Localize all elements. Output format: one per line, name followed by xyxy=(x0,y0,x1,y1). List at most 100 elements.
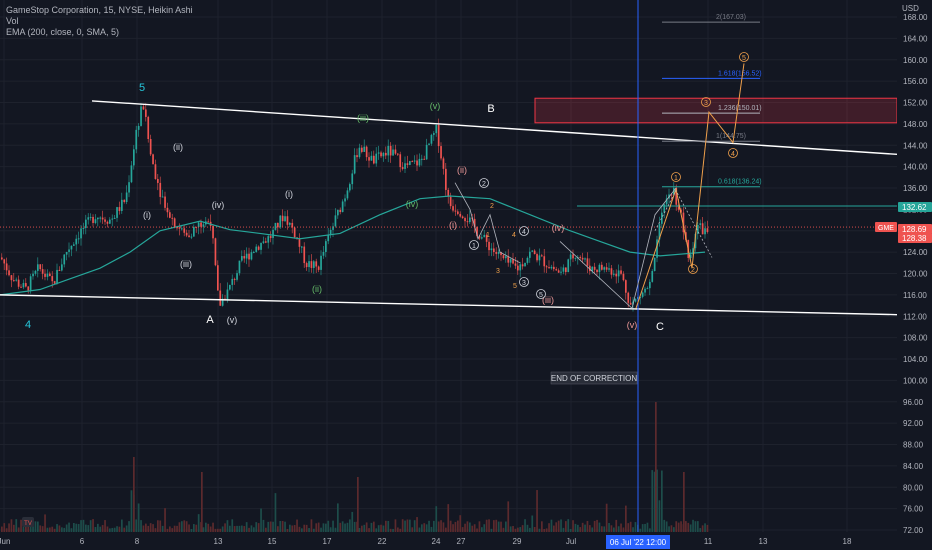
candle-body xyxy=(27,286,30,291)
volume-bar xyxy=(646,522,649,532)
volume-bar xyxy=(293,525,296,532)
candle-body xyxy=(526,257,529,263)
candle-body xyxy=(97,217,99,220)
candle-body xyxy=(692,248,694,255)
volume-bar xyxy=(277,526,279,532)
volume-bar xyxy=(608,523,610,532)
volume-bar xyxy=(581,522,584,532)
volume-spike xyxy=(201,472,203,532)
candle-body xyxy=(267,236,270,243)
candle-body xyxy=(159,182,162,197)
time-tick-label: 13 xyxy=(759,537,768,546)
candle-body xyxy=(70,245,73,250)
volume-bar xyxy=(353,521,356,532)
candle-body xyxy=(332,226,334,230)
volume-bar xyxy=(685,521,687,532)
volume-spike xyxy=(357,477,359,532)
candle-body xyxy=(291,222,294,228)
candle-body xyxy=(469,217,471,223)
volume-bar xyxy=(447,504,450,532)
lower-trendline[interactable] xyxy=(0,294,898,316)
volume-bar xyxy=(164,508,166,532)
volume-bar xyxy=(680,521,682,532)
volume-bar xyxy=(493,520,495,532)
candle-body xyxy=(548,267,550,269)
candle-body xyxy=(428,143,430,145)
candle-body xyxy=(80,228,82,239)
target-zone-box[interactable] xyxy=(534,97,898,124)
candle-body xyxy=(653,257,656,272)
volume-bar xyxy=(274,493,277,532)
candle-body xyxy=(656,239,658,258)
wave-label-roman-green: (iv) xyxy=(406,199,419,209)
price-badge xyxy=(898,233,932,243)
candle-body xyxy=(248,253,250,260)
volume-bar xyxy=(704,523,706,532)
projection-wave-marker xyxy=(739,52,749,62)
volume-indicator-label[interactable]: Vol xyxy=(6,16,19,26)
candle-body xyxy=(183,228,186,233)
volume-bar xyxy=(185,521,188,532)
candle-body xyxy=(178,227,181,229)
wave-labels: 5 4 A B C (ii) (i) (iv) (iii) (v) (i) (iii) (v) (iv) (… xyxy=(22,52,749,527)
time-tick-label: 29 xyxy=(513,537,522,546)
candle-body xyxy=(133,149,135,166)
volume-bar xyxy=(109,528,111,532)
volume-bar xyxy=(70,528,73,532)
candle-body xyxy=(147,116,150,140)
candle-body xyxy=(411,161,414,163)
candle-body xyxy=(20,286,22,288)
candle-body xyxy=(279,215,282,228)
candle-body xyxy=(622,273,625,281)
volume-bar xyxy=(610,525,613,532)
candle-body xyxy=(85,219,87,228)
fib-level-label: 2(167.03) xyxy=(716,14,746,21)
tradingview-logo[interactable] xyxy=(22,517,34,527)
volume-bar xyxy=(65,524,68,532)
volume-bar xyxy=(22,522,25,532)
volume-bar xyxy=(454,521,457,532)
volume-bar xyxy=(370,522,373,532)
volume-bar xyxy=(310,519,313,532)
volume-bar xyxy=(445,527,447,532)
volume-bar xyxy=(169,526,171,532)
wave-label-roman-green: (v) xyxy=(430,101,441,111)
price-tick-label: 84.00 xyxy=(903,462,924,471)
candle-body xyxy=(553,266,555,270)
volume-bar xyxy=(351,511,354,532)
annotation-box[interactable] xyxy=(550,371,638,385)
volume-bar xyxy=(260,508,262,532)
projection-path[interactable] xyxy=(635,63,745,309)
volume-bar xyxy=(217,528,219,532)
candle-body xyxy=(82,227,85,229)
symbol-title[interactable]: GameStop Corporation, 15, NYSE, Heikin A… xyxy=(6,5,193,15)
time-tick-label: 24 xyxy=(432,537,441,546)
volume-bar xyxy=(15,519,18,532)
circled-wave-marker xyxy=(536,289,546,299)
volume-bar xyxy=(543,528,546,532)
volume-bar xyxy=(41,526,44,532)
volume-bar xyxy=(406,519,409,532)
candle-body xyxy=(524,262,526,267)
candle-body xyxy=(341,201,344,213)
candle-body xyxy=(46,273,49,277)
candle-body xyxy=(591,266,594,272)
ema-indicator-label[interactable]: EMA (200, close, 0, SMA, 5) xyxy=(6,27,120,37)
candle-body xyxy=(140,106,142,126)
time-axis[interactable]: Jun 6 8 13 15 17 22 24 27 29 Jul 11 13 18 06 Jul '22 1… xyxy=(0,532,897,550)
upper-trendline[interactable] xyxy=(91,100,898,156)
ema-path xyxy=(0,195,706,296)
candle-body xyxy=(313,261,315,268)
candle-body xyxy=(125,192,128,203)
volume-bar xyxy=(37,521,39,532)
candle-body xyxy=(555,269,558,271)
volume-bar xyxy=(440,520,442,532)
candle-body xyxy=(346,190,349,199)
volume-bar xyxy=(584,524,586,532)
volume-bar xyxy=(152,524,154,532)
volume-bar xyxy=(555,522,558,532)
volume-bar xyxy=(226,520,229,532)
volume-bar xyxy=(209,526,212,532)
